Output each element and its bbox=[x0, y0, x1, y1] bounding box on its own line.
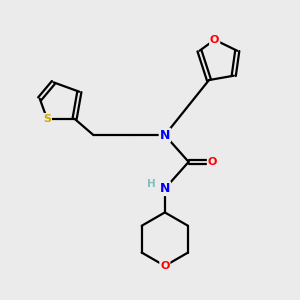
Text: N: N bbox=[160, 129, 170, 142]
Text: S: S bbox=[43, 114, 51, 124]
Text: O: O bbox=[208, 157, 217, 167]
Text: H: H bbox=[147, 179, 156, 189]
Text: O: O bbox=[160, 261, 170, 271]
Text: O: O bbox=[210, 35, 219, 45]
Text: N: N bbox=[160, 182, 170, 195]
